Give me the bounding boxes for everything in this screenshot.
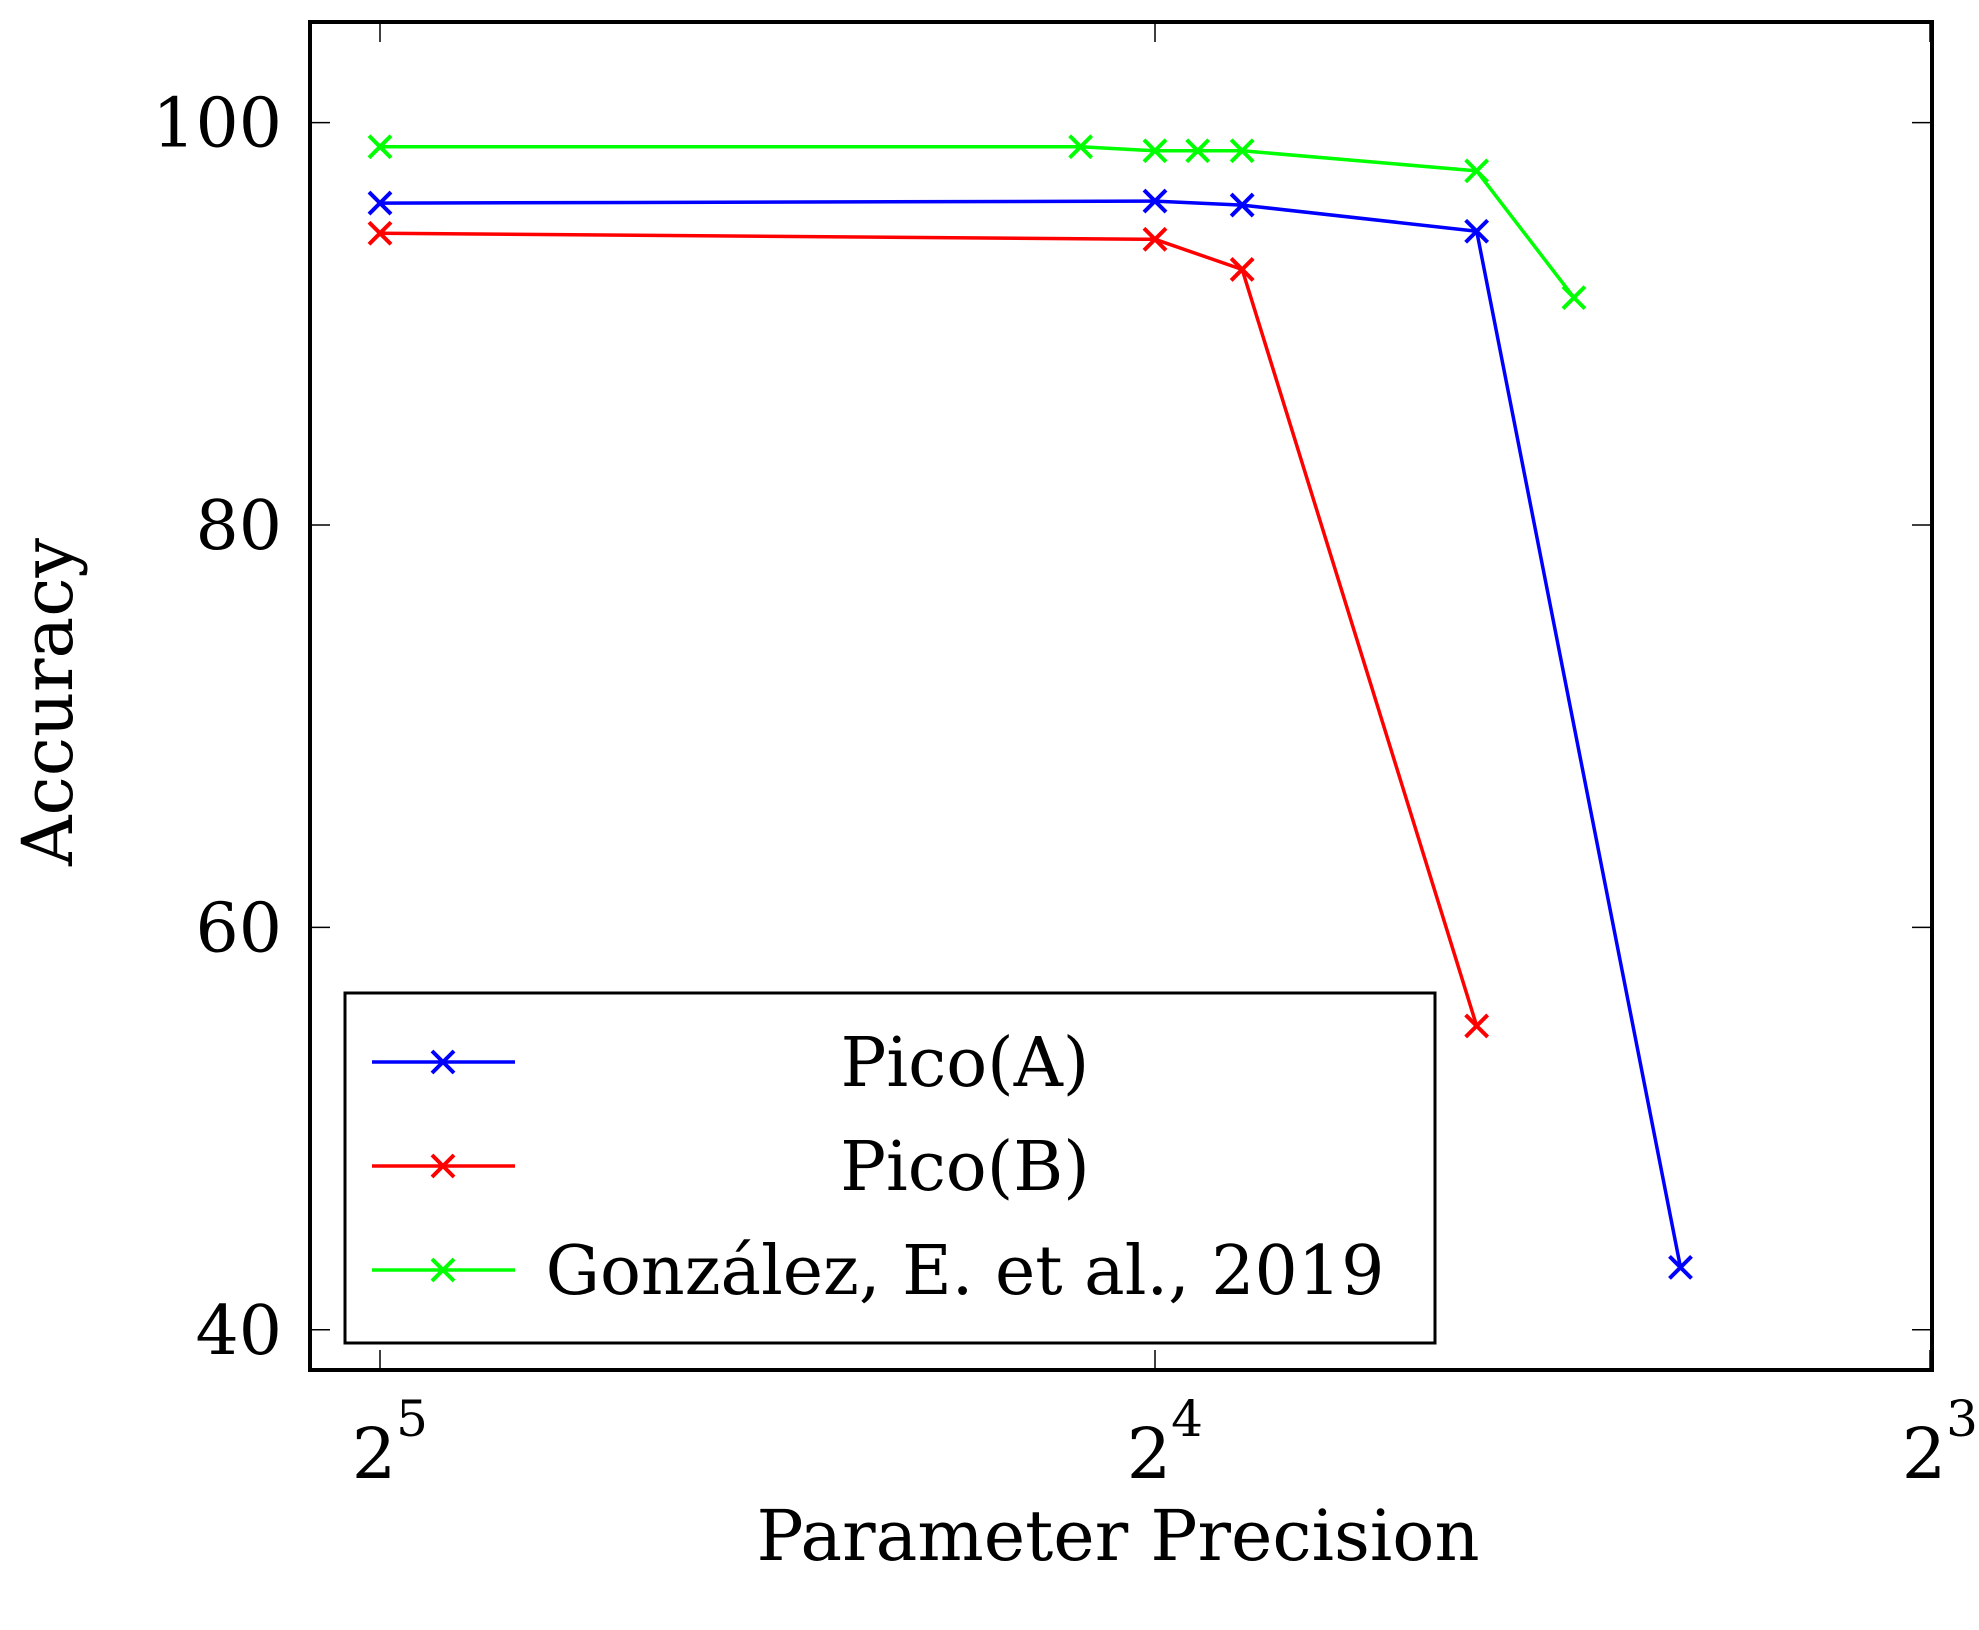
x-axis-label: Parameter Precision xyxy=(756,1495,1479,1577)
marker-stroke xyxy=(1229,138,1255,164)
data-point xyxy=(1229,138,1255,164)
marker-stroke xyxy=(1185,138,1211,164)
x-tick-label: 2 xyxy=(1127,1413,1172,1495)
legend-label: Pico(B) xyxy=(840,1128,1090,1207)
marker-stroke xyxy=(1464,218,1490,244)
y-tick-label: 100 xyxy=(152,85,282,164)
marker-stroke xyxy=(367,134,393,160)
series-line-2 xyxy=(379,231,1479,1027)
marker-stroke xyxy=(1142,188,1168,214)
legend-entry: Pico(A) xyxy=(372,1024,1089,1103)
marker-stroke xyxy=(367,190,393,216)
marker-stroke xyxy=(1464,158,1490,184)
x-tick-exponent: 4 xyxy=(1171,1390,1203,1448)
marker-stroke xyxy=(1142,226,1168,252)
plot-area xyxy=(367,134,1693,1280)
data-point xyxy=(1464,158,1490,184)
data-point xyxy=(1668,1254,1693,1280)
legend-marker xyxy=(430,1049,456,1075)
data-point xyxy=(367,134,393,160)
legend-marker xyxy=(430,1153,456,1179)
marker-stroke xyxy=(1668,1254,1693,1280)
marker-stroke xyxy=(1464,1013,1490,1039)
data-point xyxy=(1142,188,1168,214)
marker-stroke xyxy=(1229,257,1255,282)
legend-label: Pico(A) xyxy=(841,1024,1090,1103)
data-point xyxy=(1464,1013,1490,1039)
marker-stroke xyxy=(430,1257,456,1283)
data-point xyxy=(1229,192,1255,218)
marker-stroke xyxy=(1068,134,1094,160)
y-tick-label: 40 xyxy=(195,1292,282,1371)
data-point xyxy=(1142,138,1168,164)
plot-frame xyxy=(308,20,1934,1372)
x-tick-exponent: 3 xyxy=(1946,1390,1978,1448)
data-point xyxy=(1185,138,1211,164)
data-point xyxy=(1229,257,1255,282)
marker-stroke xyxy=(1229,192,1255,218)
data-point xyxy=(367,220,393,246)
y-tick-label: 80 xyxy=(195,487,282,566)
data-point xyxy=(1068,134,1094,160)
legend-marker xyxy=(430,1257,456,1283)
marker-stroke xyxy=(430,1153,456,1179)
data-point xyxy=(1561,285,1587,311)
data-point xyxy=(1464,218,1490,244)
legend: Pico(A) Pico(B) González, E. et al., 2019 xyxy=(343,991,1437,1345)
data-point xyxy=(1142,226,1168,252)
marker-stroke xyxy=(1561,285,1587,311)
data-point xyxy=(367,190,393,216)
y-axis-label: Accuracy xyxy=(7,538,89,867)
y-tick-label: 60 xyxy=(195,889,282,968)
x-tick-label: 2 xyxy=(1902,1413,1947,1495)
legend-entry: Pico(B) xyxy=(372,1128,1090,1207)
legend-label: González, E. et al., 2019 xyxy=(546,1232,1385,1311)
legend-box xyxy=(343,991,1437,1345)
x-tick-exponent: 5 xyxy=(396,1390,428,1448)
legend-entry: González, E. et al., 2019 xyxy=(372,1232,1384,1311)
x-tick-label: 2 xyxy=(352,1413,397,1495)
marker-stroke xyxy=(1142,138,1168,164)
marker-stroke xyxy=(430,1049,456,1075)
marker-stroke xyxy=(367,220,393,246)
